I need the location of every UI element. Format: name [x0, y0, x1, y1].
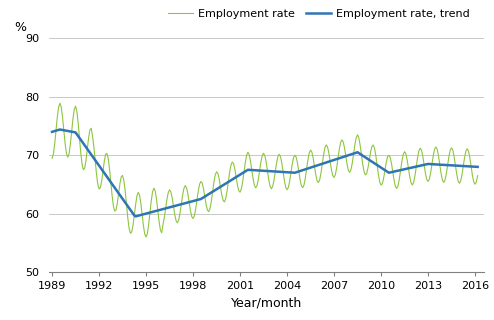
Employment rate, trend: [49, 130, 55, 134]
Employment rate, trend: [349, 152, 355, 156]
Employment rate, trend: [398, 168, 404, 172]
Employment rate: [91, 145, 97, 148]
Employment rate: [136, 193, 142, 197]
Employment rate: [143, 235, 149, 239]
Employment rate: [49, 156, 55, 160]
Employment rate: [349, 161, 355, 165]
Employment rate, trend: [133, 214, 139, 218]
Employment rate: [151, 186, 157, 190]
Employment rate, trend: [91, 156, 97, 160]
Employment rate, trend: [57, 128, 63, 132]
Employment rate: [475, 174, 481, 178]
X-axis label: Year/month: Year/month: [231, 297, 302, 309]
Employment rate: [398, 168, 404, 172]
Employment rate, trend: [138, 213, 144, 217]
Line: Employment rate, trend: Employment rate, trend: [52, 130, 478, 216]
Employment rate, trend: [151, 210, 157, 213]
Text: %: %: [15, 21, 27, 34]
Employment rate: [57, 101, 63, 105]
Line: Employment rate: Employment rate: [52, 103, 478, 237]
Employment rate, trend: [475, 165, 481, 169]
Legend: Employment rate, Employment rate, trend: Employment rate, Employment rate, trend: [168, 9, 470, 19]
Employment rate, trend: [271, 170, 277, 173]
Employment rate: [271, 178, 277, 182]
